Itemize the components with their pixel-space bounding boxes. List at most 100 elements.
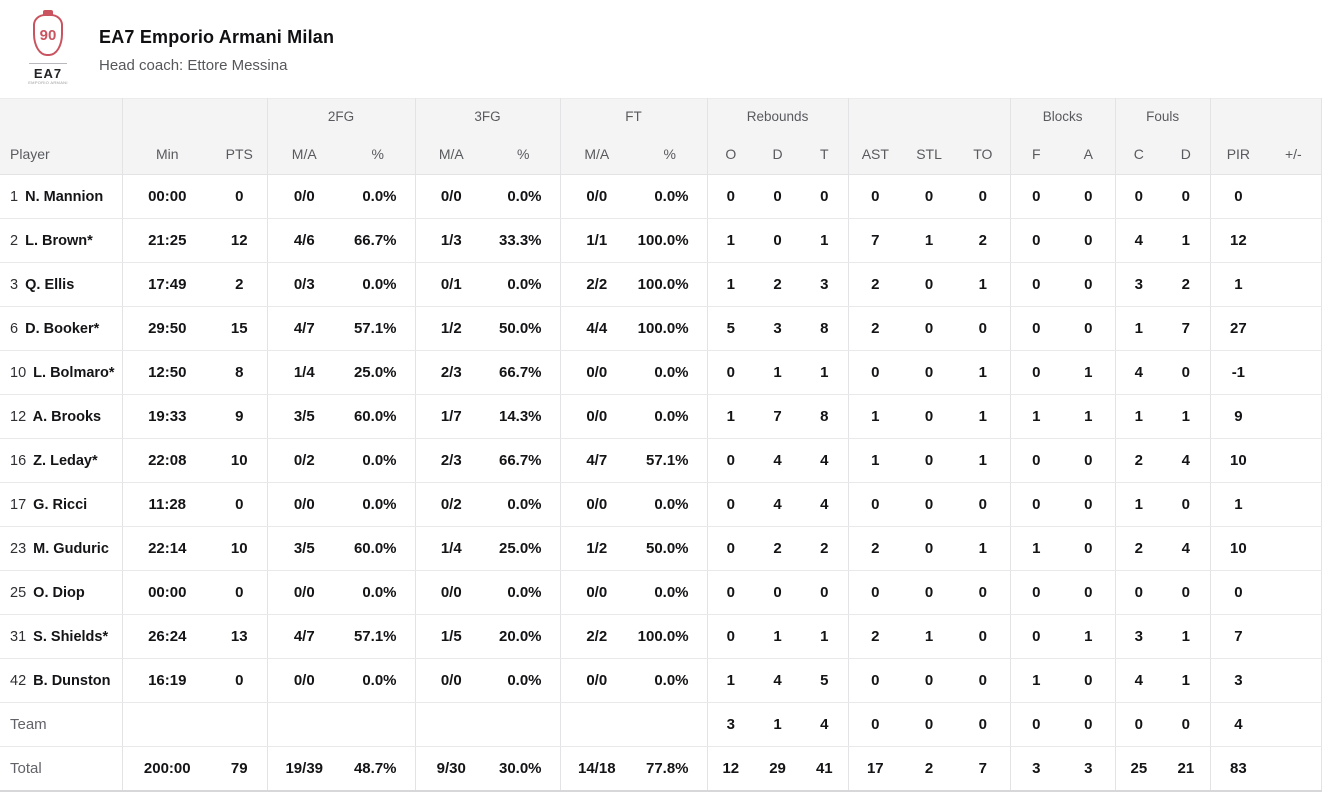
stat-cell: 1 — [754, 614, 802, 659]
group-header-2fg: 2FG — [266, 98, 416, 135]
stat-cell: 0 — [1062, 658, 1116, 703]
stat-cell: 1/2 — [414, 306, 488, 351]
stat-cell — [1266, 350, 1322, 395]
stat-cell: 0 — [1009, 262, 1063, 307]
col-header-ast: AST — [847, 134, 903, 175]
stat-cell: 19/39 — [266, 746, 341, 792]
stat-cell: 3 — [1209, 658, 1267, 703]
stat-cell: 0.0% — [487, 262, 561, 307]
jersey-number: 16 — [10, 452, 27, 469]
team-label: Team — [0, 702, 122, 747]
stat-cell: 2 — [847, 306, 903, 351]
stat-cell: 14.3% — [487, 394, 561, 439]
jersey-number: 2 — [10, 232, 19, 249]
stat-cell: 0/1 — [414, 262, 488, 307]
stat-cell: 1 — [902, 614, 957, 659]
stat-cell: 1 — [801, 350, 849, 395]
player-name-cell: 25 O. Diop — [0, 570, 122, 615]
player-name: L. Brown* — [21, 232, 93, 249]
col-header-to: TO — [956, 134, 1011, 175]
stat-cell: 4 — [754, 482, 802, 527]
col-header-min: Min — [121, 134, 212, 175]
col-header-player: Player — [0, 134, 122, 175]
stat-cell: 0 — [902, 658, 957, 703]
stat-cell: 17 — [847, 746, 903, 792]
stat-cell: 60.0% — [341, 526, 416, 571]
stat-cell: 1 — [847, 438, 903, 483]
stat-cell: 0 — [956, 174, 1011, 219]
stat-cell: 10 — [1209, 438, 1267, 483]
group-header-3fg: 3FG — [414, 98, 561, 135]
player-row: 42 B. Dunston 16:19 0 0/0 0.0% 0/0 0.0% 0/0 0.0%… — [0, 658, 1322, 703]
jersey-number: 6 — [10, 320, 19, 337]
stat-cell: 1 — [1062, 394, 1116, 439]
stat-cell: 1 — [1162, 218, 1211, 263]
stat-cell: 3 — [1062, 746, 1116, 792]
stat-cell: 0/0 — [559, 394, 634, 439]
col-header-spacer: % — [487, 134, 561, 175]
stat-cell: 0 — [1062, 526, 1116, 571]
stat-cell: 0.0% — [487, 658, 561, 703]
stat-cell: 2/2 — [559, 262, 634, 307]
stat-cell: 0 — [706, 174, 755, 219]
col-header-pir: PIR — [1209, 134, 1267, 175]
player-row: 6 D. Booker* 29:50 15 4/7 57.1% 1/2 50.0% 4/4 10… — [0, 306, 1322, 351]
stat-cell: 2/3 — [414, 438, 488, 483]
stat-cell: 1 — [1209, 482, 1267, 527]
stat-cell: 14/18 — [559, 746, 634, 792]
stat-cell: 7 — [754, 394, 802, 439]
stat-cell: 16:19 — [121, 658, 212, 703]
stat-cell: 0 — [212, 482, 267, 527]
player-row: 16 Z. Leday* 22:08 10 0/2 0.0% 2/3 66.7% 4/7 57.… — [0, 438, 1322, 483]
stat-cell: 0 — [847, 350, 903, 395]
stat-cell: 9 — [212, 394, 267, 439]
stat-cell: 4 — [1114, 350, 1163, 395]
stat-cell: 0/0 — [559, 174, 634, 219]
stat-cell: 0/0 — [266, 658, 341, 703]
head-coach: Head coach: Ettore Messina — [99, 57, 288, 74]
stat-cell: 0 — [706, 614, 755, 659]
stat-cell: 5 — [801, 658, 849, 703]
col-header-stl: STL — [902, 134, 957, 175]
player-name-cell: 3 Q. Ellis — [0, 262, 122, 307]
stat-cell: 79 — [212, 746, 267, 792]
stat-cell: 4 — [801, 482, 849, 527]
stat-cell: 7 — [1162, 306, 1211, 351]
stat-cell — [1266, 658, 1322, 703]
stat-cell: 1 — [956, 438, 1011, 483]
stat-cell: 0 — [1162, 174, 1211, 219]
stat-cell: 0 — [1009, 438, 1063, 483]
stat-cell: 0 — [1009, 702, 1063, 747]
stat-cell: 0 — [1062, 570, 1116, 615]
player-name: B. Dunston — [29, 672, 111, 689]
stat-cell: 0 — [902, 174, 957, 219]
stat-cell: 1 — [956, 262, 1011, 307]
stat-cell: 66.7% — [487, 350, 561, 395]
stat-cell — [1266, 614, 1322, 659]
stat-cell: 1/3 — [414, 218, 488, 263]
stat-cell: 4 — [1114, 218, 1163, 263]
stat-cell: 0 — [956, 482, 1011, 527]
stat-cell: 0.0% — [633, 394, 708, 439]
stat-cell: 1 — [801, 614, 849, 659]
player-row: 31 S. Shields* 26:24 13 4/7 57.1% 1/5 20.0% 2/2… — [0, 614, 1322, 659]
stat-cell: 1/1 — [559, 218, 634, 263]
stat-cell: 2 — [1114, 526, 1163, 571]
col-header-spacer: % — [341, 134, 416, 175]
stat-cell: 25.0% — [487, 526, 561, 571]
stat-cell: 4 — [801, 702, 849, 747]
stat-cell: 0/0 — [414, 658, 488, 703]
stat-cell: 0.0% — [341, 658, 416, 703]
stat-cell: 12 — [706, 746, 755, 792]
team-titles: EA7 Emporio Armani Milan Head coach: Ett… — [99, 12, 334, 75]
stat-cell: 1/7 — [414, 394, 488, 439]
stat-cell: 26:24 — [121, 614, 212, 659]
stat-cell: 100.0% — [633, 306, 708, 351]
stat-cell: 0/3 — [266, 262, 341, 307]
stat-cell: 3 — [1114, 262, 1163, 307]
stat-cell: 200:00 — [121, 746, 212, 792]
stat-cell: 10 — [1209, 526, 1267, 571]
stat-cell: 4 — [1162, 438, 1211, 483]
player-row: 17 G. Ricci 11:28 0 0/0 0.0% 0/2 0.0% 0/0 0.0% 0 4… — [0, 482, 1322, 527]
player-name-cell: 17 G. Ricci — [0, 482, 122, 527]
